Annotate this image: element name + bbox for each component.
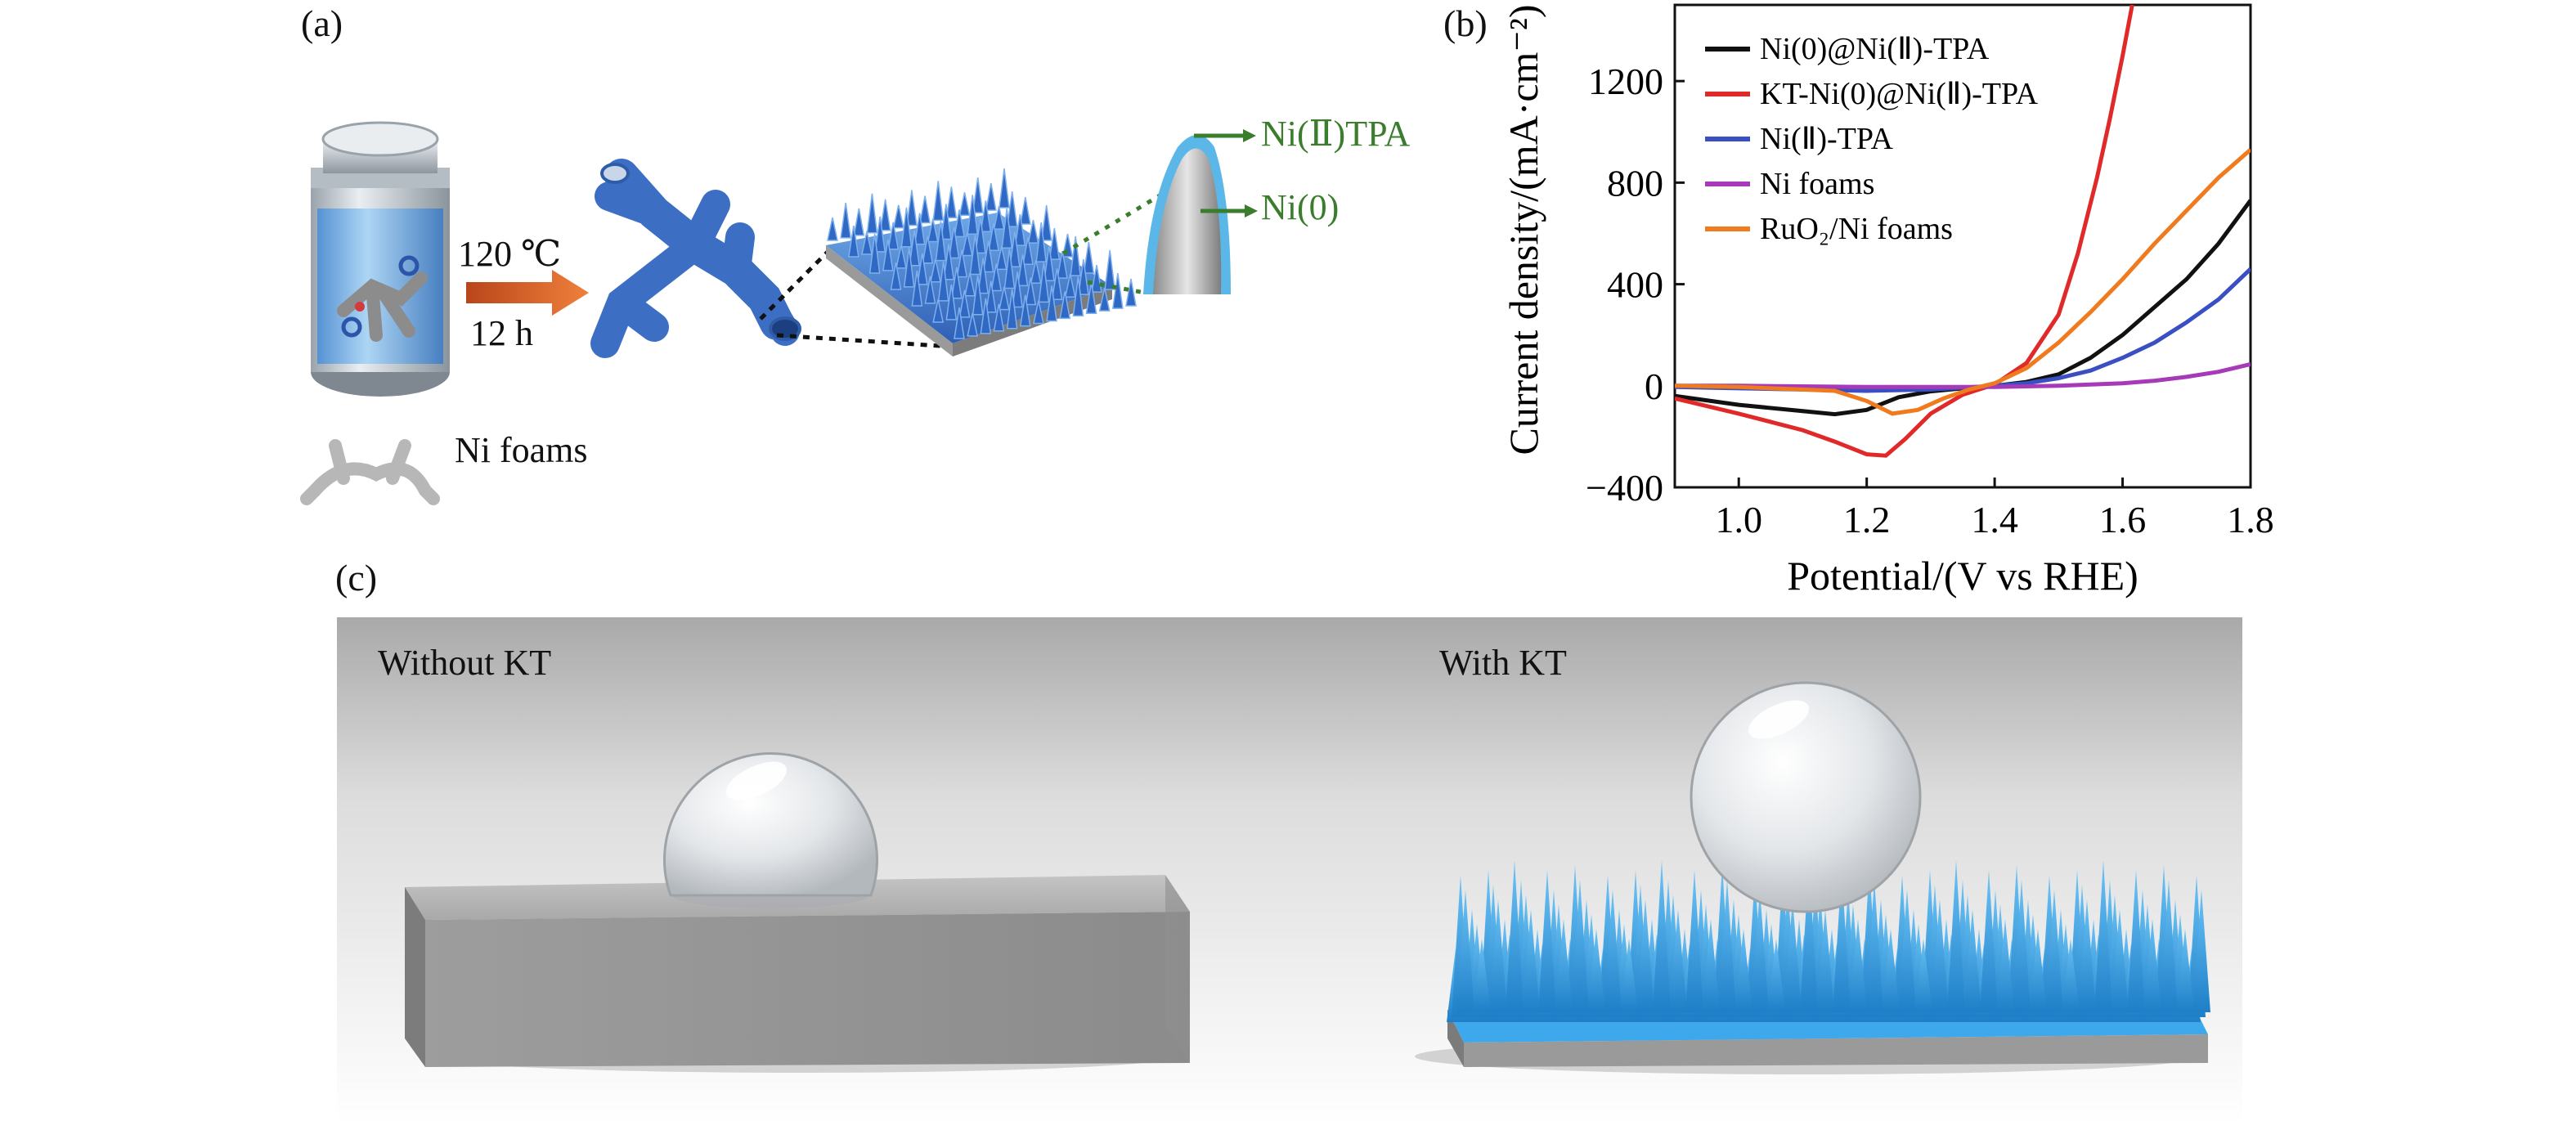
kt-nanoarray-block-illustration bbox=[1415, 860, 2210, 1074]
series-line-1 bbox=[1675, 5, 2134, 458]
y-axis-title: Current density/(mA·cm⁻²) bbox=[1501, 5, 1546, 455]
zoom-lines bbox=[759, 244, 966, 350]
core-label: Ni(0) bbox=[1261, 187, 1340, 227]
legend-entry-2: Ni(Ⅱ)-TPA bbox=[1760, 122, 1894, 156]
wetting-droplet-left bbox=[663, 752, 878, 908]
panel-c bbox=[337, 617, 2242, 1124]
nanoarray-plate-illustration bbox=[826, 168, 1137, 356]
coated-skeleton-illustration bbox=[590, 159, 801, 358]
panel-b-label: (b) bbox=[1443, 2, 1488, 44]
x-tick-label: 1.8 bbox=[2227, 499, 2274, 540]
y-tick-label: 0 bbox=[1645, 365, 1663, 407]
x-tick-label: 1.0 bbox=[1715, 499, 1762, 540]
panel-c-label: (c) bbox=[335, 557, 378, 599]
legend-entry-1: KT-Ni(0)@Ni(Ⅱ)-TPA bbox=[1760, 77, 2039, 111]
x-axis-title: Potential/(V vs RHE) bbox=[1787, 553, 2138, 599]
legend-entry-3: Ni foams bbox=[1760, 167, 1874, 201]
x-tick-label: 1.2 bbox=[1843, 499, 1891, 540]
shell-label: Ni(Ⅱ)TPA bbox=[1261, 114, 1411, 154]
ni-foams-label: Ni foams bbox=[455, 430, 588, 470]
label-arrows bbox=[1194, 129, 1258, 217]
reaction-arrow bbox=[466, 270, 589, 316]
repelled-droplet-right bbox=[1690, 681, 1922, 913]
plot-frame bbox=[1673, 3, 2252, 489]
with-kt-label: With KT bbox=[1439, 643, 1567, 683]
series-line-2 bbox=[1675, 267, 2251, 393]
y-tick-label: 400 bbox=[1607, 264, 1663, 306]
core-shell-cone-illustration bbox=[1143, 135, 1231, 294]
temperature-label: 120 ℃ bbox=[458, 234, 562, 274]
legend-entry-0: Ni(0)@Ni(Ⅱ)-TPA bbox=[1760, 32, 1990, 66]
series-line-3 bbox=[1675, 361, 2251, 389]
without-kt-label: Without KT bbox=[378, 643, 552, 683]
polarization-chart: 1.0 1.2 1.4 1.6 1.8 −400 0 400 800 1200 Potential/… bbox=[1501, 3, 2274, 599]
x-tick-label: 1.4 bbox=[1971, 499, 2018, 540]
time-label: 12 h bbox=[470, 313, 533, 353]
panel-a-label: (a) bbox=[301, 2, 343, 44]
x-tick-label: 1.6 bbox=[2099, 499, 2147, 540]
cone-zoom-lines bbox=[1061, 190, 1167, 295]
y-tick-label: −400 bbox=[1586, 467, 1663, 509]
legend-entry-4: RuO₂/Ni foams bbox=[1760, 212, 1953, 246]
panel-a bbox=[300, 121, 1258, 505]
autoclave-jar-illustration bbox=[311, 121, 450, 397]
ni-foam-icon bbox=[300, 439, 440, 505]
series-line-4 bbox=[1675, 148, 2251, 416]
y-tick-label: 800 bbox=[1607, 162, 1663, 204]
y-tick-label: 1200 bbox=[1588, 61, 1663, 102]
